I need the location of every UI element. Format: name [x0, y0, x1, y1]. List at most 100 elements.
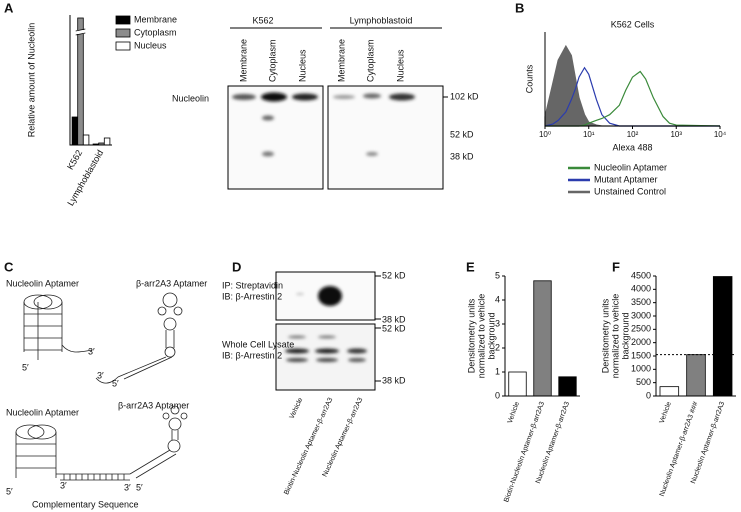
y-axis-label: Counts: [524, 64, 534, 93]
blot-label: IB: β-Arrestin 2: [222, 291, 282, 301]
y-tick-label: 500: [636, 377, 651, 387]
y-tick-label: 0: [495, 390, 500, 400]
y-axis-label: Relative amount of Nucleolin: [26, 23, 36, 138]
diagram-c: Nucleolin Aptamer β-arr2A3 Aptamer 5′ 3′…: [6, 278, 207, 509]
chart-title: K562 Cells: [611, 19, 655, 29]
group-label: Lymphoblastoid: [350, 15, 413, 25]
lane-label: Vehicle: [289, 397, 305, 421]
y-tick-label: 5: [495, 270, 500, 280]
lane-label: Cytoplasm: [365, 39, 375, 82]
lane-label: Membrane: [336, 39, 346, 82]
bar: [82, 134, 90, 146]
y-tick-label: 1: [495, 366, 500, 376]
blot-d: IP: Streptavidin IB: β-Arrestin 2 Whole …: [222, 270, 406, 496]
blot-label: IP: Streptavidin: [222, 280, 283, 290]
x-axis-label: Alexa 488: [612, 142, 652, 152]
legend-swatch: [115, 41, 131, 51]
bar: [712, 276, 733, 397]
end-label: 3′: [97, 370, 104, 380]
end-label: 5′: [22, 362, 29, 372]
end-label: 5′: [112, 378, 119, 388]
y-tick-label: 4000: [631, 284, 651, 294]
linker-label: Complementary Sequence: [32, 499, 139, 509]
axis-break: [75, 28, 86, 36]
marker: 102 kD: [450, 91, 479, 101]
end-label: 3′: [88, 346, 95, 356]
y-tick-label: 0: [646, 390, 651, 400]
y-tick-label: 3000: [631, 310, 651, 320]
legend-swatch: [115, 15, 131, 25]
lane-label: Membrane: [238, 39, 248, 82]
y-axis-label: Densitometry units: [466, 298, 476, 373]
lane-label: Cytoplasm: [267, 39, 277, 82]
legend-label: Unstained Control: [594, 186, 666, 196]
y-axis-label: Densitometry units: [600, 298, 610, 373]
y-tick-label: 4: [495, 294, 500, 304]
y-tick-label: 4500: [631, 270, 651, 280]
x-tick-label: 10¹: [583, 130, 595, 139]
legend-label: Mutant Aptamer: [594, 174, 658, 184]
y-tick-label: 3: [495, 318, 500, 328]
marker: 38 kD: [382, 314, 406, 324]
y-tick-label: 2: [495, 342, 500, 352]
axis: [655, 276, 736, 397]
y-tick-label: 3500: [631, 297, 651, 307]
blot: [275, 323, 376, 391]
marker: 52 kD: [382, 270, 406, 280]
panel-label: C: [4, 259, 14, 274]
aptamer-label: β-arr2A3 Aptamer: [118, 400, 189, 410]
axis-break: [75, 30, 86, 34]
aptamer-shape: [15, 405, 188, 481]
end-label: 5′: [6, 486, 13, 496]
aptamer-label: Nucleolin Aptamer: [6, 407, 79, 417]
legend-label: Nucleus: [134, 40, 167, 50]
aptamer-label: β-arr2A3 Aptamer: [136, 278, 207, 288]
panel-label: A: [4, 0, 14, 15]
legend-swatch: [115, 28, 131, 38]
panel-label: B: [515, 0, 524, 15]
panel-label: F: [612, 259, 620, 274]
panel-label: E: [466, 259, 475, 274]
bands: [232, 92, 415, 157]
y-axis-label: background: [486, 312, 496, 359]
x-tick-label: 10³: [670, 130, 682, 139]
x-tick-label: 10⁰: [539, 130, 551, 139]
marker-tick: [375, 275, 381, 382]
axis: [504, 276, 580, 397]
axis: [69, 15, 112, 146]
marker: 52 kD: [450, 129, 474, 139]
blot-label: IB: β-Arrestin 2: [222, 350, 282, 360]
bar: [77, 17, 84, 146]
y-tick-label: 2500: [631, 324, 651, 334]
legend-label: Cytoplasm: [134, 27, 177, 37]
bar: [558, 376, 577, 397]
panel-label: D: [232, 259, 241, 274]
aptamer-shape: [23, 292, 183, 384]
bands: [285, 286, 367, 362]
marker: 38 kD: [382, 375, 406, 385]
y-axis-label: normalized to vehicle: [476, 294, 486, 379]
y-tick-label: 2000: [631, 337, 651, 347]
lane-label: Nucleus: [297, 49, 307, 82]
blot-a: K562 Lymphoblastoid Membrane Cytoplasm N…: [172, 15, 479, 190]
bar: [533, 280, 552, 397]
y-axis-label: normalized to vehicle: [610, 294, 620, 379]
axis: [544, 32, 720, 127]
blot: [327, 85, 444, 190]
blot: [227, 85, 324, 190]
legend-label: Membrane: [134, 14, 177, 24]
bar: [686, 354, 706, 397]
bar: [508, 371, 527, 397]
y-tick-label: 1500: [631, 350, 651, 360]
histogram-line: [544, 44, 720, 127]
end-label: 5′: [136, 482, 143, 492]
y-tick-label: 1000: [631, 364, 651, 374]
marker: 38 kD: [450, 151, 474, 161]
bar: [71, 116, 79, 146]
x-tick-label: 10⁴: [714, 130, 727, 139]
group-label: K562: [252, 15, 273, 25]
end-label: 3′: [60, 480, 67, 490]
x-tick-label: Vehicle: [659, 401, 673, 425]
x-tick-label: K562: [65, 148, 84, 171]
